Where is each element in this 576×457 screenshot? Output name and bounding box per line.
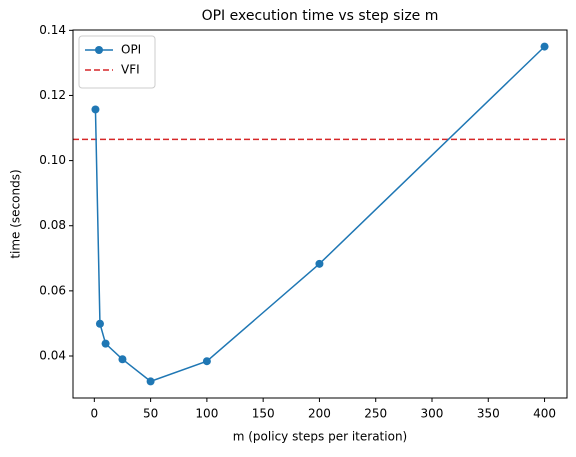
data-point: [101, 339, 110, 348]
x-tick-label: 100: [195, 407, 218, 421]
legend-label: VFI: [121, 63, 140, 77]
y-tick-label: 0.04: [39, 348, 66, 362]
x-tick-label: 350: [477, 407, 500, 421]
legend-label: OPI: [121, 43, 141, 57]
legend: OPI VFI: [78, 35, 156, 89]
data-point: [118, 355, 127, 364]
y-tick-label: 0.06: [39, 283, 66, 297]
data-point: [146, 377, 155, 386]
legend-marker: [95, 46, 103, 54]
data-point: [95, 319, 104, 328]
x-tick-label: 250: [364, 407, 387, 421]
data-point: [202, 357, 211, 366]
y-tick-label: 0.08: [39, 218, 66, 232]
y-axis-label: time (seconds): [9, 169, 23, 258]
y-tick-label: 0.14: [39, 23, 66, 37]
y-tick-label: 0.12: [39, 88, 66, 102]
data-point: [315, 259, 324, 268]
x-tick-label: 0: [91, 407, 99, 421]
y-tick-label: 0.10: [39, 153, 66, 167]
plot-frame: [72, 29, 568, 399]
x-tick-label: 400: [533, 407, 556, 421]
data-line: [94, 46, 546, 383]
chart-title: OPI execution time vs step size m: [202, 8, 439, 24]
x-tick-label: 200: [308, 407, 331, 421]
x-tick-label: 300: [421, 407, 444, 421]
x-axis-label: m (policy steps per iteration): [233, 430, 407, 444]
x-tick-label: 150: [252, 407, 275, 421]
data-point: [540, 42, 549, 51]
x-tick-label: 50: [143, 407, 158, 421]
legend-box: [78, 35, 156, 89]
data-point: [91, 105, 100, 114]
